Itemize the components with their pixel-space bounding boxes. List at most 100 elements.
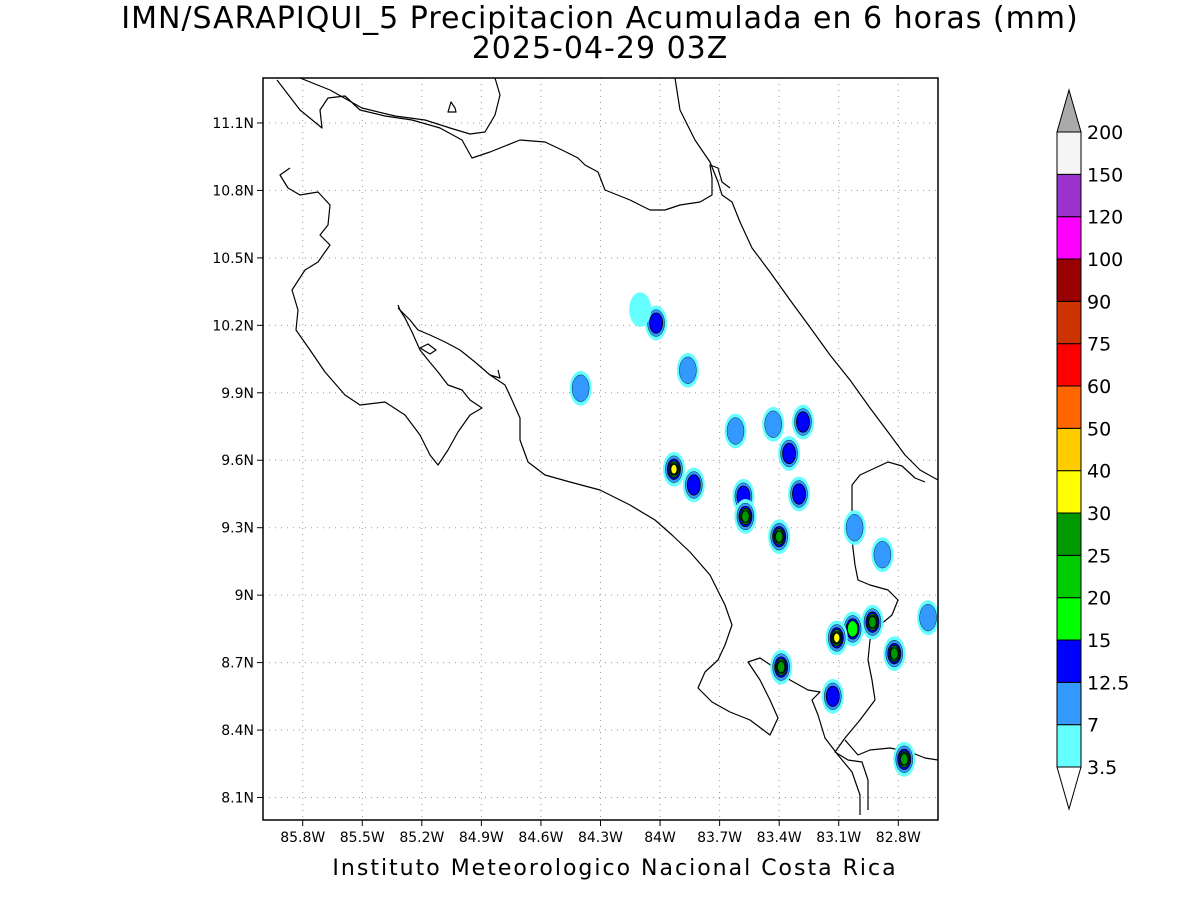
colorbar-swatch <box>1056 385 1082 429</box>
precip-contour <box>782 442 797 465</box>
coastline-layer <box>276 78 938 815</box>
colorbar-level-label: 20 <box>1087 588 1111 610</box>
precip-cell <box>821 678 844 714</box>
lat-tick-label: 8.1N <box>221 791 254 807</box>
colorbar-level-label: 60 <box>1087 376 1111 398</box>
map-subtitle: 2025-04-29 03Z <box>471 31 729 66</box>
precip-contour <box>919 604 937 632</box>
precip-contour <box>796 411 810 433</box>
precip-cell <box>768 519 791 555</box>
lon-tick-label: 84.9W <box>459 830 504 846</box>
colorbar-level-label: 150 <box>1087 164 1123 186</box>
lon-tick-label: 85.8W <box>280 830 325 846</box>
colorbar-swatch <box>1056 427 1082 472</box>
precip-cell <box>734 499 757 534</box>
precip-cell <box>917 600 938 636</box>
colorbar-level-label: 90 <box>1087 291 1111 313</box>
lat-tick-label: 9.9N <box>221 386 254 402</box>
precip-contour <box>649 312 663 334</box>
lon-tick-label: 82.8W <box>876 830 921 846</box>
colorbar-level-label: 12.5 <box>1087 672 1129 694</box>
colorbar-level-label: 40 <box>1087 461 1111 483</box>
caribbean-coastline <box>674 78 938 481</box>
precip-contour <box>845 514 864 542</box>
lat-tick-label: 11.1N <box>212 116 254 132</box>
colorbar-over-arrow <box>1056 88 1082 133</box>
lon-tick-label: 84W <box>644 830 676 846</box>
colorbar-level-label: 200 <box>1087 122 1123 144</box>
precip-cell <box>662 451 685 487</box>
lat-tick-label: 10.8N <box>212 183 254 199</box>
precip-contour <box>775 530 784 543</box>
gulf-of-nicoya-coast <box>397 307 501 379</box>
lat-tick-label: 8.4N <box>221 723 254 739</box>
colorbar-level-label: 15 <box>1087 630 1111 652</box>
colorbar-swatch <box>1056 639 1082 683</box>
pacific-coastline-central <box>489 374 861 815</box>
longitude-labels: 85.8W 85.5W 85.2W 84.9W 84.6W 84.3W 84W 83.7W 83… <box>280 820 921 846</box>
lake-shore-line <box>299 78 501 135</box>
precip-cell <box>871 537 894 573</box>
precip-cell <box>762 406 785 442</box>
colorbar-level-label: 25 <box>1087 545 1111 567</box>
precip-cell <box>825 620 848 656</box>
lon-tick-label: 83.7W <box>697 830 742 846</box>
precip-contour <box>629 292 652 327</box>
precip-cell <box>629 292 652 327</box>
precip-cell <box>676 352 699 388</box>
lat-tick-label: 9N <box>235 588 254 604</box>
colorbar-level-label: 50 <box>1087 418 1111 440</box>
precip-contour <box>571 374 590 402</box>
precip-cell <box>792 404 814 440</box>
pacific-coastline-north <box>279 167 483 466</box>
lon-tick-label: 85.5W <box>340 830 385 846</box>
precip-contour <box>847 620 859 638</box>
lon-tick-label: 83.1W <box>816 830 861 846</box>
lake-island <box>447 101 457 113</box>
colorbar-level-label: 30 <box>1087 503 1111 525</box>
colorbar-swatch <box>1056 343 1082 387</box>
precipitation-layer <box>569 292 938 777</box>
precip-contour <box>764 410 782 438</box>
precip-cell <box>893 741 916 777</box>
precip-cell <box>569 370 592 406</box>
lon-tick-label: 84.3W <box>578 830 623 846</box>
precip-contour <box>833 632 841 644</box>
precip-cell <box>861 604 884 640</box>
panama-pacific-coast <box>844 739 938 761</box>
lon-tick-label: 83.4W <box>757 830 802 846</box>
institution-credit: Instituto Meteorologico Nacional Costa R… <box>332 856 898 881</box>
lat-tick-label: 10.2N <box>212 318 254 334</box>
panama-caribbean-coast <box>851 461 926 486</box>
lat-tick-label: 8.7N <box>221 656 254 672</box>
colorbar-swatch <box>1056 554 1082 599</box>
precip-contour <box>679 356 697 384</box>
colorbar-level-label: 75 <box>1087 334 1111 356</box>
colorbar-swatch <box>1056 724 1082 768</box>
latitude-labels: 11.1N 10.8N 10.5N 10.2N 9.9N 9.6N 9.3N 9N 8.7N 8.… <box>212 116 263 807</box>
colorbar-swatch <box>1056 512 1082 556</box>
precip-cell <box>682 467 705 503</box>
colorbar-swatch <box>1056 681 1082 726</box>
precip-contour <box>868 616 877 629</box>
lat-tick-label: 9.3N <box>221 521 254 537</box>
precip-contour <box>670 464 678 475</box>
color-scale-legend: 3.5 7 12.5 15 20 25 30 40 50 60 75 90 100 120 150 200 <box>1056 88 1129 811</box>
colorbar-swatch <box>1056 173 1082 218</box>
precip-contour <box>726 417 745 445</box>
colorbar-level-label: 7 <box>1087 715 1099 737</box>
precip-contour <box>792 483 806 505</box>
colorbar-level-label: 120 <box>1087 207 1123 229</box>
lat-tick-label: 10.5N <box>212 251 254 267</box>
colorbar-swatch <box>1056 216 1082 260</box>
colorbar-level-label: 3.5 <box>1087 757 1117 779</box>
colorbar-swatch <box>1056 597 1082 641</box>
lat-tick-label: 9.6N <box>221 453 254 469</box>
colorbar-swatch <box>1056 300 1082 345</box>
map-title: IMN/SARAPIQUI_5 Precipitacion Acumulada … <box>121 1 1079 36</box>
lon-tick-label: 84.6W <box>518 830 563 846</box>
precip-cell <box>770 649 793 685</box>
precip-contour <box>777 660 786 674</box>
precip-contour <box>825 685 840 707</box>
